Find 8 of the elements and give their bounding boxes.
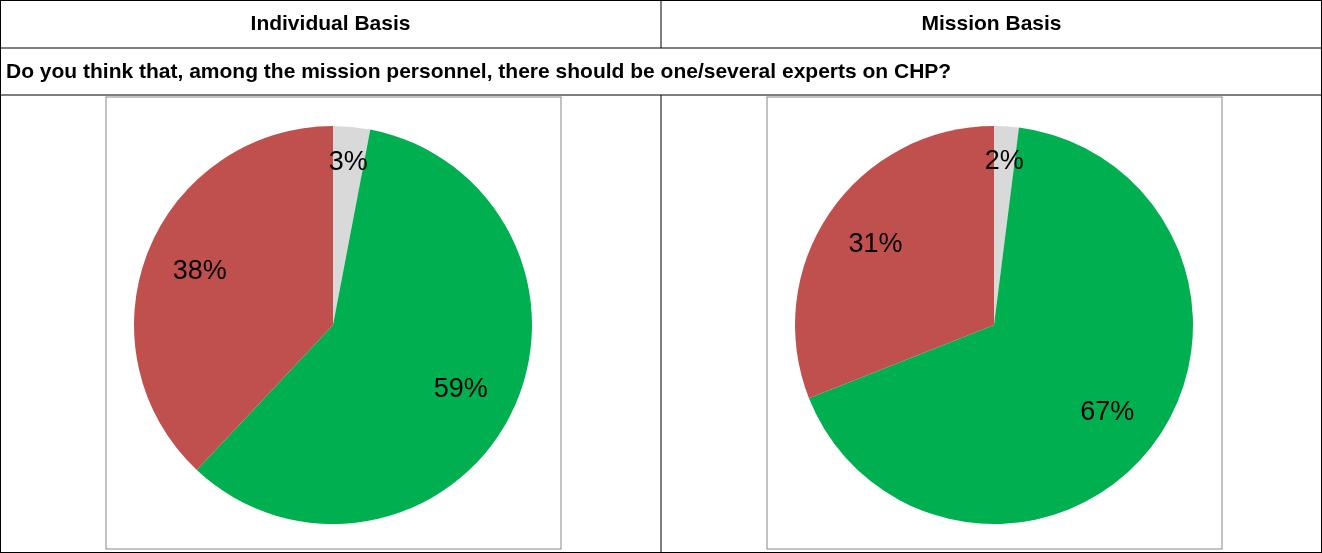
data-label: 31% [848, 227, 903, 258]
data-label: 59% [433, 373, 488, 404]
data-label: 67% [1080, 395, 1135, 426]
pie-slice [808, 127, 1193, 524]
chart-title: Mission Basis [921, 11, 1062, 34]
data-label: 38% [172, 255, 227, 286]
chart-subtitle: Do you think that, among the mission personnel, there should be one/several experts on CHP? [6, 59, 952, 82]
chart-title: Individual Basis [250, 11, 411, 34]
